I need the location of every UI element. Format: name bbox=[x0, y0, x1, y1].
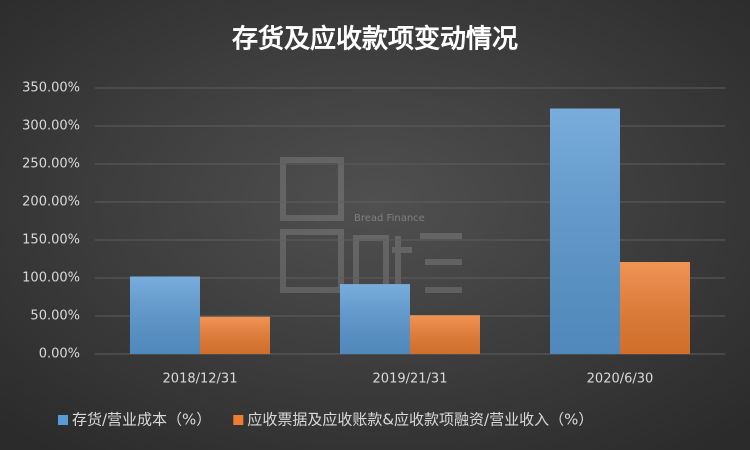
y-tick-label: 100.00% bbox=[22, 271, 80, 286]
y-tick-label: 250.00% bbox=[22, 157, 80, 172]
bar bbox=[550, 108, 620, 355]
bar bbox=[200, 316, 270, 354]
y-tick-label: 0.00% bbox=[39, 347, 80, 362]
y-tick-label: 200.00% bbox=[22, 195, 80, 210]
x-tick-label: 2019/21/31 bbox=[373, 372, 448, 387]
y-tick-label: 350.00% bbox=[22, 81, 80, 96]
x-tick-label: 2020/6/30 bbox=[587, 372, 654, 387]
chart-title: 存货及应收款项变动情况 bbox=[232, 24, 518, 55]
watermark-logo bbox=[280, 157, 462, 293]
y-tick-label: 300.00% bbox=[22, 119, 80, 134]
legend-swatch bbox=[58, 415, 68, 425]
legend-label: 存货/营业成本（%） bbox=[72, 411, 211, 429]
bar bbox=[410, 315, 480, 354]
y-tick-label: 150.00% bbox=[22, 233, 80, 248]
bar bbox=[130, 276, 200, 354]
bar bbox=[340, 284, 410, 354]
legend-swatch bbox=[233, 415, 244, 425]
bar bbox=[620, 262, 690, 354]
y-tick-label: 50.00% bbox=[30, 309, 80, 324]
watermark: Bread Finance bbox=[354, 213, 425, 224]
legend-label: 应收票据及应收账款&应收款项融资/营业收入（%） bbox=[247, 411, 593, 429]
x-tick-label: 2018/12/31 bbox=[163, 372, 238, 387]
